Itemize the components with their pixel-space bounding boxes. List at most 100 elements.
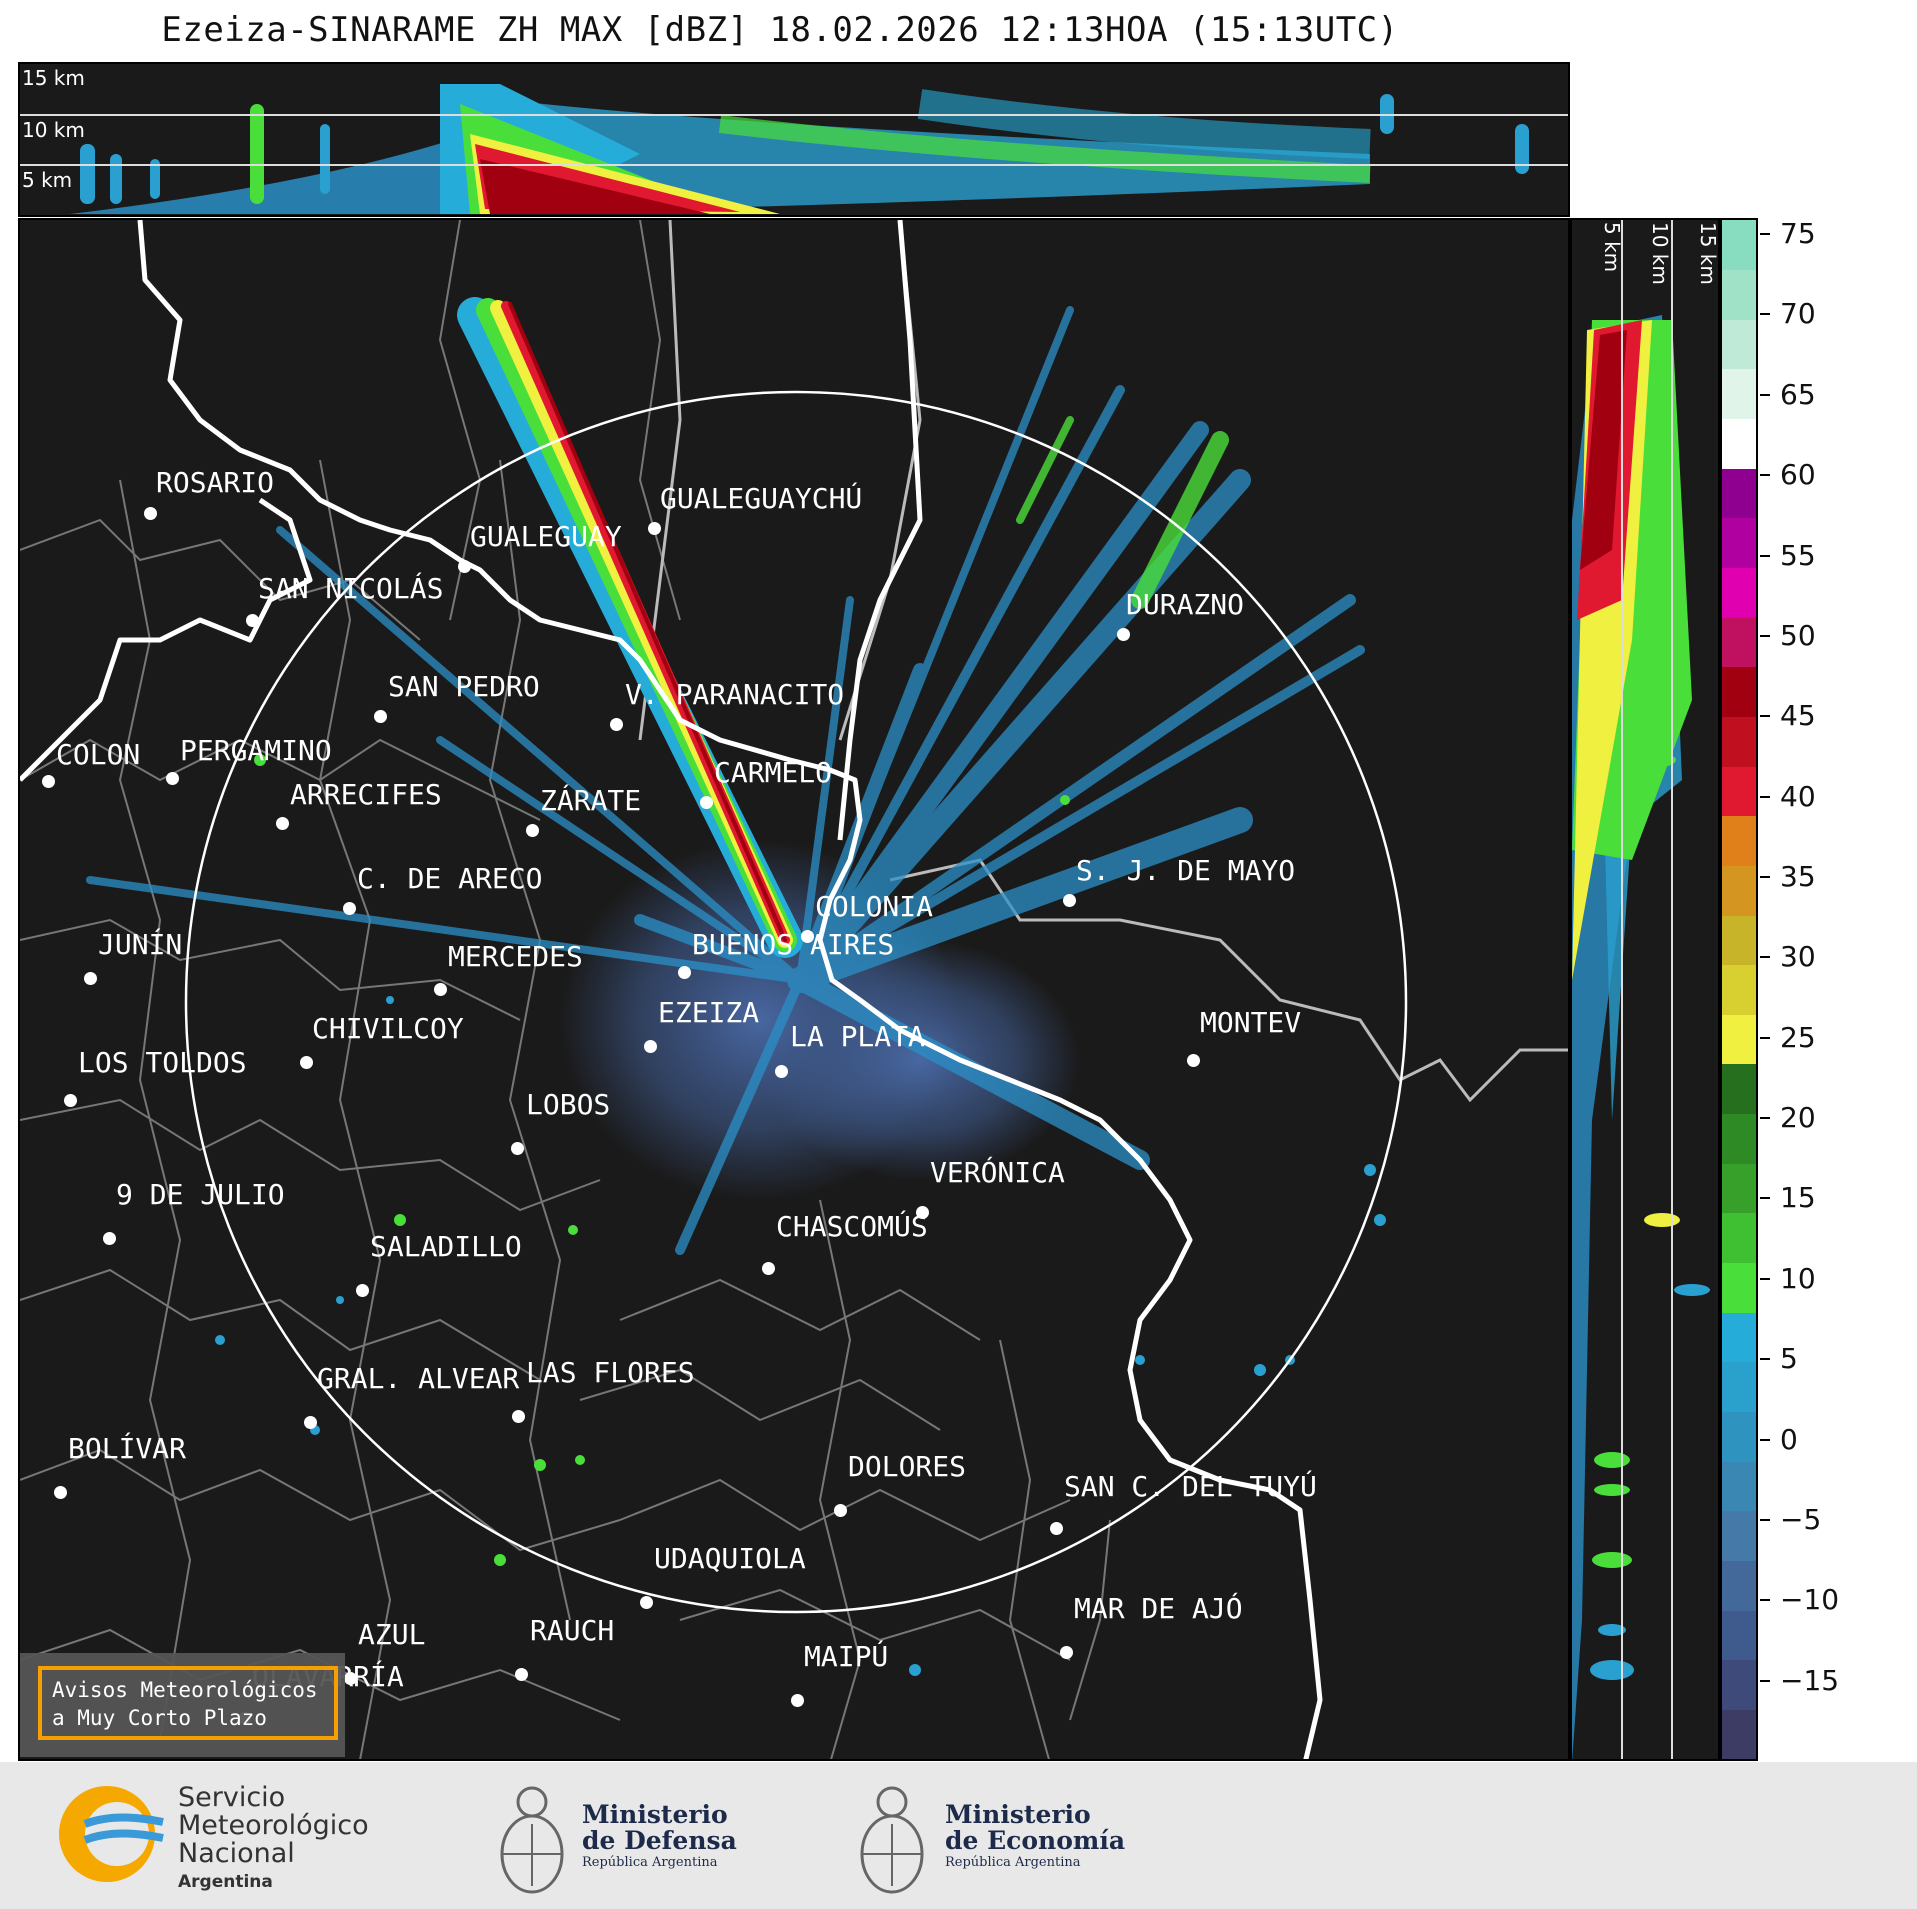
city-label-rosario: ROSARIO [156,466,275,499]
colorbar-segment [1722,517,1756,568]
city-dot-pergamino [166,772,179,785]
city-label-udaquiola: UDAQUIOLA [654,1542,806,1575]
alert-line-2: a Muy Corto Plazo [52,1706,267,1730]
city-label-lobos: LOBOS [526,1088,611,1121]
colorbar-segment [1722,468,1756,519]
colorbar-tick-label: 65 [1780,377,1816,411]
colorbar-tick-label: 30 [1780,940,1816,974]
city-dot-colonia [801,930,814,943]
city-dot-arrecifes [276,817,289,830]
city-label-rauch: RAUCH [530,1614,615,1647]
city-label-gral-alvear: GRAL. ALVEAR [317,1362,520,1395]
colorbar-segment [1722,1063,1756,1115]
side-km-label-5: 5 km [1600,222,1624,273]
radar-map-plot [20,220,1568,1759]
city-dot-maipu [791,1694,804,1707]
km-label-5: 5 km [22,168,73,192]
city-dot-carmelo [700,796,713,809]
city-label-san-c-del-tuyu: SAN C. DEL TUYÚ [1064,1470,1317,1503]
colorbar-segment [1722,1510,1756,1561]
city-label-san-nicolas: SAN NICOLÁS [258,572,444,605]
city-label-san-pedro: SAN PEDRO [388,670,540,703]
colorbar-tick-label: 55 [1780,538,1816,572]
city-dot-lobos [511,1142,524,1155]
colorbar-tick [1760,1438,1770,1441]
colorbar-tick [1760,1679,1770,1682]
colorbar-tick [1760,393,1770,396]
smn-logo-text: Servicio Meteorológico Nacional Argentin… [178,1782,369,1893]
colorbar-segment [1722,865,1756,916]
city-dot-gualeguaychu [648,522,661,535]
colorbar-tick-label: 35 [1780,859,1816,893]
city-label-ezeiza: EZEIZA [658,996,760,1029]
coat-of-arms-icon [500,1786,564,1894]
city-label-junin: JUNÍN [98,928,183,961]
coat-of-arms-icon [860,1786,924,1894]
city-dot-san-pedro [374,710,387,723]
city-label-mar-de-ajo: MAR DE AJÓ [1074,1592,1243,1625]
colorbar-segment [1722,617,1756,668]
city-dot-las-flores [512,1410,525,1423]
city-label-los-toldos: LOS TOLDOS [78,1046,247,1079]
city-label-maipu: MAIPÚ [804,1640,889,1673]
colorbar-tick-label: 15 [1780,1181,1816,1215]
colorbar-tick [1760,1036,1770,1039]
colorbar-tick [1760,634,1770,637]
colorbar-segment [1722,567,1756,618]
city-dot-buenos-aires [678,966,691,979]
city-dot-rauch [515,1668,528,1681]
city-label-la-plata: LA PLATA [790,1020,925,1053]
colorbar-tick [1760,1599,1770,1602]
city-dot-montevideo [1187,1054,1200,1067]
city-dot-durazno [1117,628,1130,641]
city-dot-chivilcoy [300,1056,313,1069]
colorbar-tick-label: 5 [1780,1342,1798,1376]
colorbar-segment [1722,716,1756,767]
colorbar-tick-label: 50 [1780,618,1816,652]
colorbar-tick-label: 70 [1780,297,1816,331]
city-label-v-paranacito: V. PARANACITO [625,678,845,711]
colorbar-tick-label: −15 [1780,1663,1840,1697]
city-dot-zarate [526,824,539,837]
colorbar-segment [1722,1709,1756,1760]
city-dot-azul [344,1672,357,1685]
city-label-mercedes: MERCEDES [448,940,583,973]
colorbar-tick-label: 40 [1780,779,1816,813]
colorbar-segment [1722,1461,1756,1512]
chart-title: Ezeiza-SINARAME ZH MAX [dBZ] 18.02.2026 … [161,10,1399,50]
city-label-dolores: DOLORES [848,1450,967,1483]
colorbar-segment [1722,1113,1756,1164]
footer: Servicio Meteorológico Nacional Argentin… [0,1762,1917,1909]
colorbar-segment [1722,1262,1756,1313]
colorbar-segment [1722,1312,1756,1363]
colorbar-tick-label: 60 [1780,458,1816,492]
alert-line-1: Avisos Meteorológicos [52,1678,318,1702]
colorbar-tick [1760,875,1770,878]
colorbar-segment [1722,915,1756,966]
city-label-durazno: DURAZNO [1126,588,1245,621]
colorbar-segment [1722,1411,1756,1462]
city-label-c-de-areco: C. DE ARECO [357,862,543,895]
city-label-colonia: COLONIA [815,890,934,923]
colorbar [1720,218,1758,1761]
city-dot-san-nicolas [246,614,259,627]
km-label-10: 10 km [22,118,85,142]
city-label-zarate: ZÁRATE [540,784,642,817]
colorbar-segment [1722,964,1756,1015]
colorbar-tick [1760,233,1770,236]
range-ring [184,390,1408,1614]
city-dot-junin [84,972,97,985]
city-dot-colon [42,775,55,788]
side-km-label-10: 10 km [1648,222,1672,285]
city-dot-ezeiza [644,1040,657,1053]
city-dot-saladillo [356,1284,369,1297]
city-label-las-flores: LAS FLORES [526,1356,695,1389]
alert-box[interactable]: Avisos Meteorológicos a Muy Corto Plazo [38,1666,338,1740]
city-label-buenos-aires: BUENOS AIRES [692,928,895,961]
colorbar-tick-label: 20 [1780,1101,1816,1135]
city-dot-gral-alvear [304,1416,317,1429]
top-cross-section-plot [20,84,1568,214]
km-label-15: 15 km [22,66,85,90]
city-dot-mar-de-ajo [1060,1646,1073,1659]
side-km-label-15: 15 km [1696,222,1720,285]
